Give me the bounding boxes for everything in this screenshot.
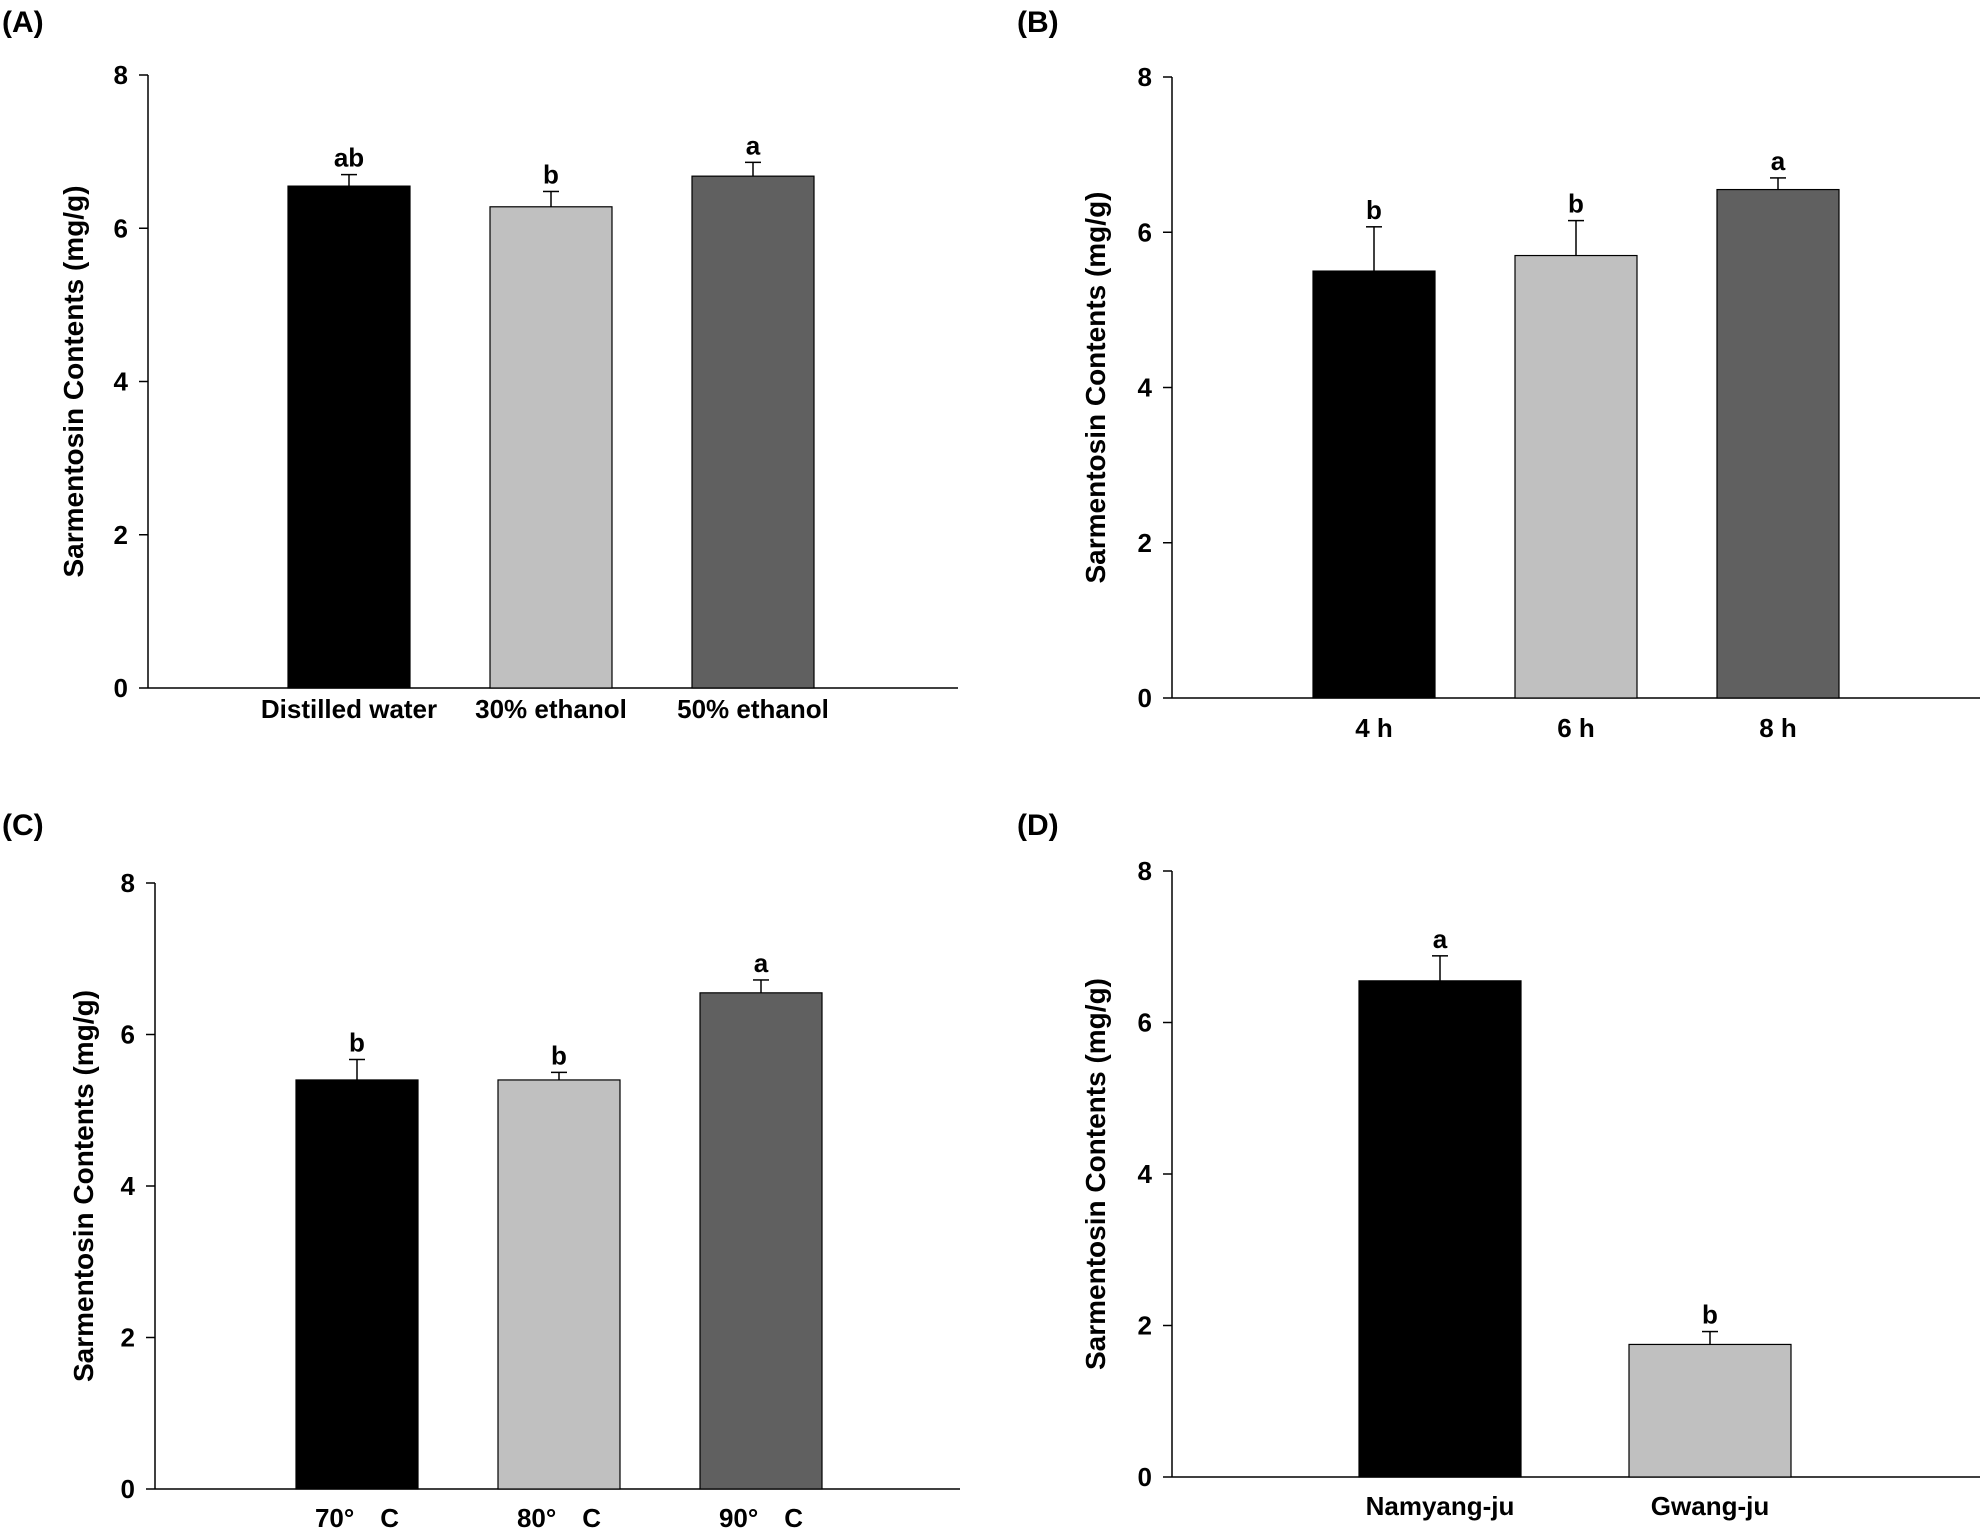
x-tick-label: Namyang-ju <box>1366 1491 1515 1521</box>
bar <box>287 185 411 689</box>
significance-letter: ab <box>334 143 364 173</box>
bar <box>489 206 613 689</box>
significance-letter: b <box>551 1040 567 1070</box>
significance-letter: b <box>1366 195 1382 225</box>
panel-label: (D) <box>1017 809 1059 842</box>
y-tick-label: 0 <box>121 1474 135 1504</box>
y-axis-label: Sarmentosin Contents (mg/g) <box>58 185 89 577</box>
panel-label: (C) <box>2 809 44 842</box>
y-tick-label: 8 <box>121 868 135 898</box>
x-tick-label: 4 h <box>1355 713 1393 743</box>
y-tick-label: 8 <box>1138 62 1152 92</box>
panel-label: (B) <box>1017 6 1059 39</box>
significance-letter: a <box>754 948 769 978</box>
x-tick-label: Gwang-ju <box>1651 1491 1769 1521</box>
y-tick-label: 2 <box>1138 528 1152 558</box>
bar <box>1514 254 1638 699</box>
bar <box>691 175 815 689</box>
y-tick-label: 2 <box>121 1323 135 1353</box>
x-tick-label: 70° C <box>315 1503 399 1533</box>
y-tick-label: 2 <box>1138 1311 1152 1341</box>
x-tick-label: 90° C <box>719 1503 803 1533</box>
y-tick-label: 4 <box>1138 1159 1153 1189</box>
x-tick-label: Distilled water <box>261 694 437 724</box>
bar <box>1716 188 1840 699</box>
bar <box>497 1079 621 1490</box>
significance-letter: b <box>1568 189 1584 219</box>
significance-letter: a <box>1433 924 1448 954</box>
y-tick-label: 0 <box>1138 1462 1152 1492</box>
y-tick-label: 4 <box>121 1171 136 1201</box>
y-tick-label: 6 <box>1138 217 1152 247</box>
significance-letter: b <box>349 1027 365 1057</box>
significance-letter: a <box>1771 146 1786 176</box>
significance-letter: b <box>543 159 559 189</box>
y-tick-label: 8 <box>114 60 128 90</box>
x-tick-label: 50% ethanol <box>677 694 829 724</box>
significance-letter: b <box>1702 1300 1718 1330</box>
bar <box>699 992 823 1490</box>
y-tick-label: 6 <box>121 1020 135 1050</box>
bar <box>295 1079 419 1490</box>
y-tick-label: 0 <box>1138 683 1152 713</box>
y-tick-label: 6 <box>114 213 128 243</box>
y-tick-label: 6 <box>1138 1008 1152 1038</box>
y-tick-label: 4 <box>114 367 129 397</box>
x-tick-label: 8 h <box>1759 713 1797 743</box>
x-tick-label: 30% ethanol <box>475 694 627 724</box>
y-axis-label: Sarmentosin Contents (mg/g) <box>1080 191 1111 583</box>
bar <box>1628 1343 1792 1478</box>
significance-letter: a <box>746 130 761 160</box>
x-tick-label: 80° C <box>517 1503 601 1533</box>
y-axis-label: Sarmentosin Contents (mg/g) <box>1080 978 1111 1370</box>
x-tick-label: 6 h <box>1557 713 1595 743</box>
y-tick-label: 4 <box>1138 373 1153 403</box>
y-tick-label: 8 <box>1138 856 1152 886</box>
y-tick-label: 0 <box>114 673 128 703</box>
bar <box>1358 980 1522 1478</box>
bar <box>1312 270 1436 699</box>
y-tick-label: 2 <box>114 520 128 550</box>
panel-label: (A) <box>2 6 44 39</box>
y-axis-label: Sarmentosin Contents (mg/g) <box>68 990 99 1382</box>
